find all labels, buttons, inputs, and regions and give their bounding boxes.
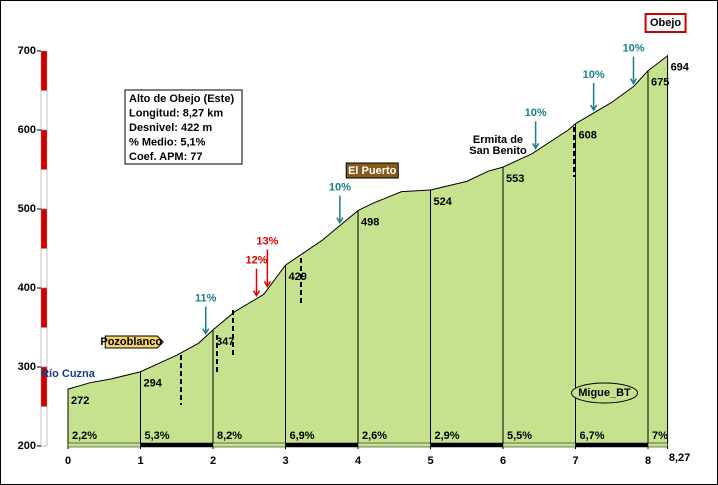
y-tick-label: 300 bbox=[18, 361, 36, 373]
value-label: 553 bbox=[506, 173, 524, 185]
segment-label: 2,6% bbox=[362, 430, 387, 442]
segment-label: 5,3% bbox=[145, 430, 170, 442]
gradient-label: 13% bbox=[256, 235, 278, 247]
info-line: Longitud: 8,27 km bbox=[129, 107, 223, 119]
gradient-label: 12% bbox=[245, 255, 267, 267]
place-label: El Puerto bbox=[348, 165, 397, 177]
x-tick-label: 3 bbox=[282, 455, 288, 467]
value-label: 429 bbox=[289, 271, 307, 283]
segment-label: 6,9% bbox=[290, 430, 315, 442]
x-tick-label: 6 bbox=[500, 455, 506, 467]
bar-segment bbox=[40, 50, 48, 91]
bar-segment bbox=[40, 248, 48, 289]
baseline-segment bbox=[140, 442, 214, 448]
value-label: 675 bbox=[651, 77, 669, 89]
segment-label: 2,2% bbox=[72, 430, 97, 442]
segment-label: 6,7% bbox=[580, 430, 605, 442]
value-label: 347 bbox=[216, 336, 234, 348]
dashes bbox=[180, 127, 575, 405]
value-label: 608 bbox=[579, 130, 597, 142]
bar-segment bbox=[40, 287, 48, 328]
credit-label: Migue_BT bbox=[578, 387, 631, 399]
x-tick-label: 8,27 bbox=[669, 452, 690, 464]
bar-segment bbox=[40, 129, 48, 170]
place-label: Obejo bbox=[650, 17, 681, 29]
baseline-segment bbox=[430, 442, 504, 448]
place-label: Río Cuzna bbox=[41, 368, 96, 380]
sign bbox=[571, 382, 638, 404]
baseline-segment bbox=[67, 442, 141, 448]
x-tick-label: 5 bbox=[427, 455, 433, 467]
info-box bbox=[124, 89, 243, 165]
info-line: Alto de Obejo (Este) bbox=[129, 93, 234, 105]
place-label: Pozoblanco bbox=[100, 336, 162, 348]
sign bbox=[345, 162, 399, 179]
segment-label: 5,5% bbox=[507, 430, 532, 442]
baseline-segment bbox=[285, 442, 359, 448]
x-tick-label: 8 bbox=[645, 455, 651, 467]
sign bbox=[104, 335, 164, 349]
x-tick-label: 7 bbox=[572, 455, 578, 467]
y-tick-label: 200 bbox=[18, 440, 36, 452]
segment-label: 8,2% bbox=[217, 430, 242, 442]
arrow-head bbox=[336, 217, 344, 225]
bar-segment bbox=[40, 169, 48, 210]
value-label: 524 bbox=[434, 196, 453, 208]
arrow-head bbox=[202, 328, 210, 336]
value-label: 272 bbox=[71, 395, 89, 407]
gradient-label: 11% bbox=[195, 292, 217, 304]
value-label: 694 bbox=[671, 62, 690, 74]
x-tick-label: 2 bbox=[210, 455, 216, 467]
info-line: Coef. APM: 77 bbox=[129, 151, 203, 163]
baseline-segment bbox=[502, 442, 576, 448]
arrow-head bbox=[629, 78, 638, 86]
arrow-head bbox=[589, 104, 598, 112]
x-tick-label: 4 bbox=[355, 455, 362, 467]
value-label: 498 bbox=[361, 216, 379, 228]
baseline-segment bbox=[357, 442, 431, 448]
info-line: Desnivel: 422 m bbox=[129, 122, 212, 134]
arrow-head bbox=[263, 281, 272, 288]
y-tick-label: 400 bbox=[18, 282, 36, 294]
gradient-label: 10% bbox=[329, 181, 351, 193]
y-tick-label: 600 bbox=[18, 124, 36, 136]
x-tick-label: 0 bbox=[65, 455, 71, 467]
y-tick-label: 700 bbox=[18, 45, 36, 57]
elevation-bar bbox=[40, 50, 48, 447]
y-tick-label: 500 bbox=[18, 203, 36, 215]
arrow-head bbox=[252, 290, 261, 298]
segment-label: 7% bbox=[652, 430, 668, 442]
info-line: % Medio: 5,1% bbox=[129, 136, 206, 148]
segment-label: 2,9% bbox=[435, 430, 460, 442]
gradient-label: 10% bbox=[622, 42, 644, 54]
gradient-label: 10% bbox=[525, 107, 547, 119]
baseline-segment bbox=[212, 442, 286, 448]
value-label: 294 bbox=[144, 378, 163, 390]
sign bbox=[644, 13, 687, 33]
baseline-segment bbox=[575, 442, 649, 448]
bar-segment bbox=[40, 208, 48, 249]
plot: 200 300 400 500 600 700 0 1 2 3 4 5 6 7 8 8,27 272 294 347… bbox=[18, 13, 690, 467]
bar-segment bbox=[40, 406, 48, 447]
bar-segment bbox=[40, 327, 48, 368]
place-label: Ermita de San Benito bbox=[469, 134, 527, 157]
gradient-label: 10% bbox=[583, 69, 605, 81]
x-tick-label: 1 bbox=[137, 455, 143, 467]
arrow-head bbox=[531, 142, 540, 150]
bar-segment bbox=[40, 90, 48, 131]
baseline-segment bbox=[647, 442, 668, 448]
